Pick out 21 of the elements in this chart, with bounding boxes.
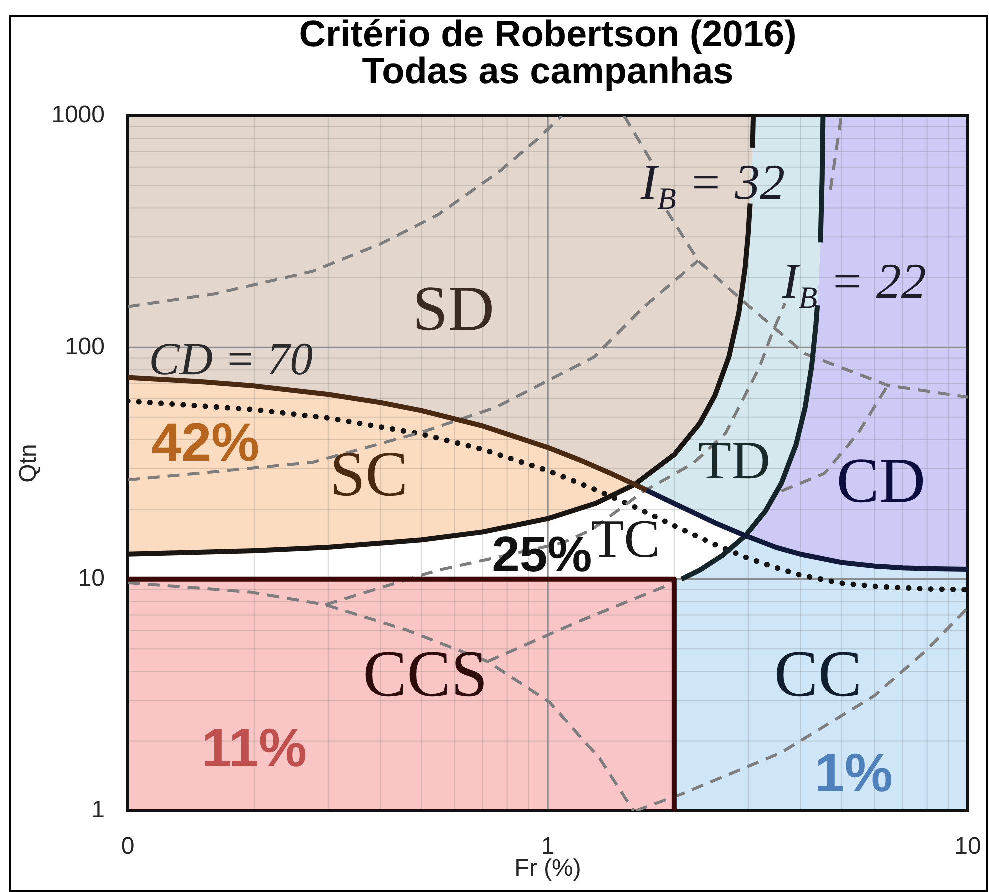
annotation: CCS bbox=[363, 638, 488, 711]
y-tick-label: 1000 bbox=[52, 102, 105, 129]
y-tick-label: 100 bbox=[64, 333, 105, 360]
annotation: CD = 70 bbox=[149, 333, 314, 384]
annotation: 25% bbox=[492, 526, 592, 582]
chart-title: Critério de Robertson (2016) bbox=[299, 14, 797, 55]
annotation: TC bbox=[591, 508, 660, 569]
annotation: 42% bbox=[152, 412, 260, 473]
annotation: 1% bbox=[814, 743, 893, 804]
annotation: SD bbox=[412, 272, 494, 344]
y-axis-title: Qtn bbox=[15, 444, 42, 483]
x-axis-title: Fr (%) bbox=[514, 855, 582, 882]
annotation: CD bbox=[836, 444, 926, 516]
annotation: 11% bbox=[202, 718, 307, 779]
y-tick-label: 10 bbox=[78, 564, 105, 592]
x-tick-label: 10 bbox=[954, 833, 982, 860]
y-tick-label: 1 bbox=[92, 796, 105, 824]
annotation: SC bbox=[330, 438, 408, 510]
x-tick-label: 0 bbox=[121, 833, 135, 860]
annotation: TD bbox=[698, 430, 770, 491]
annotation: CC bbox=[774, 638, 862, 711]
